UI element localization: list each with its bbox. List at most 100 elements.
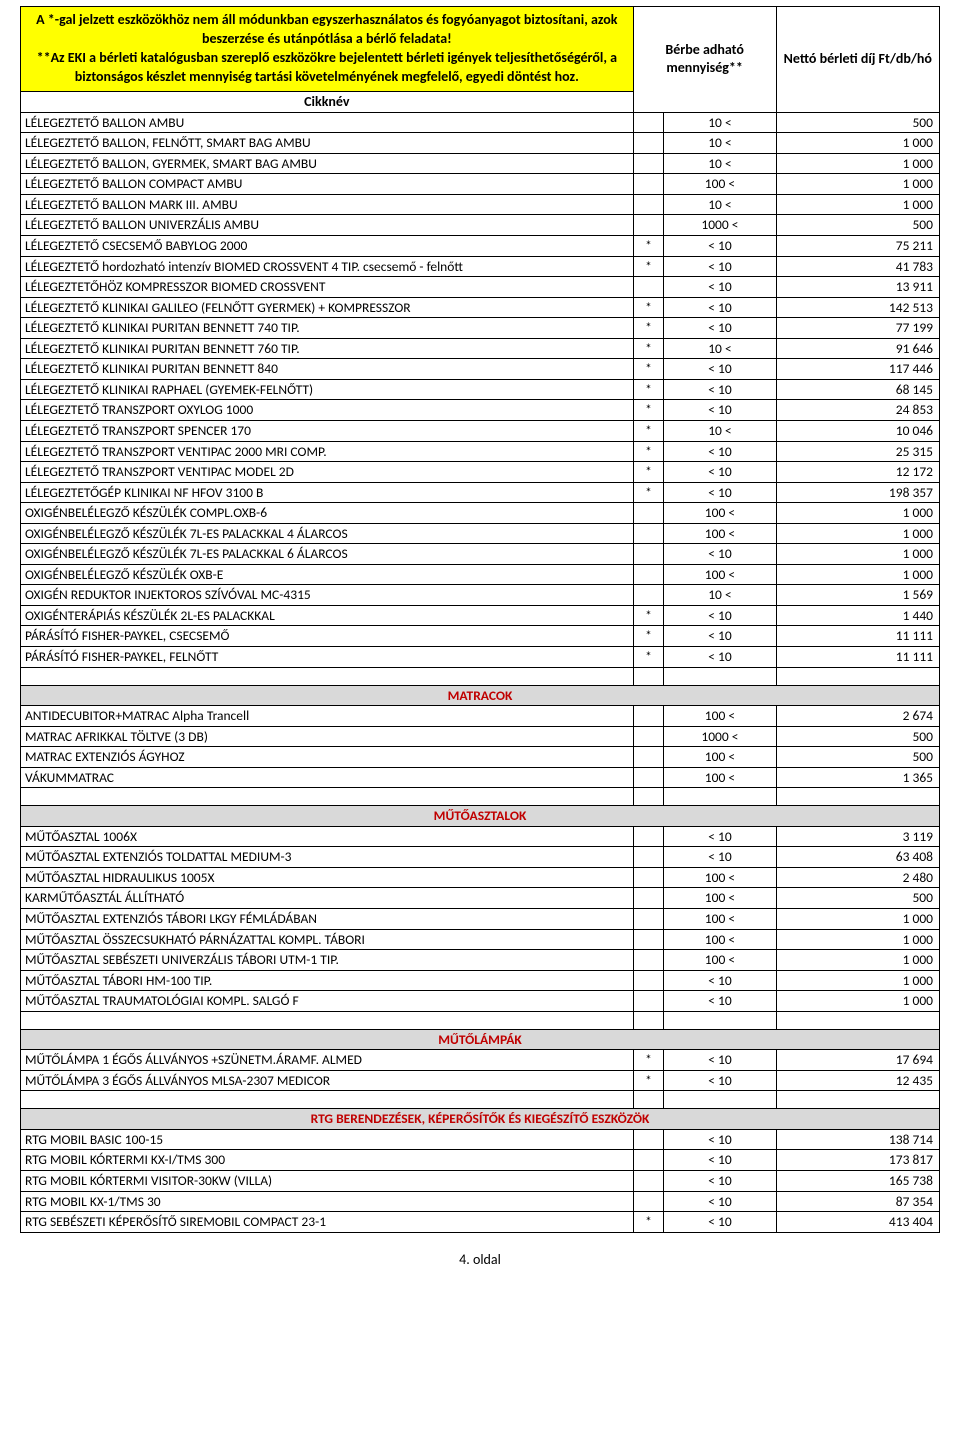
qty-header: Bérbe adható mennyiség**	[633, 7, 776, 113]
item-star	[633, 826, 664, 847]
blank-cell	[776, 1011, 939, 1029]
item-name: ANTIDECUBITOR+MATRAC Alpha Trancell	[21, 706, 634, 727]
item-qty: < 10	[664, 605, 776, 626]
blank-cell	[633, 1091, 664, 1109]
item-qty: < 10	[664, 826, 776, 847]
table-row: LÉLEGEZTETŐ hordozható intenzív BIOMED C…	[21, 256, 940, 277]
item-qty: < 10	[664, 544, 776, 565]
table-row: PÁRÁSÍTÓ FISHER-PAYKEL, FELNŐTT*< 1011 1…	[21, 646, 940, 667]
page-footer: 4. oldal	[20, 1251, 940, 1268]
item-star	[633, 847, 664, 868]
item-star: *	[633, 626, 664, 647]
item-qty: 100 <	[664, 929, 776, 950]
blank-cell	[776, 1091, 939, 1109]
table-row: MŰTŐASZTAL 1006X< 103 119	[21, 826, 940, 847]
item-price: 91 646	[776, 338, 939, 359]
item-star	[633, 277, 664, 298]
item-qty: 100 <	[664, 523, 776, 544]
item-star: *	[633, 1212, 664, 1233]
table-row: RTG MOBIL BASIC 100-15< 10138 714	[21, 1129, 940, 1150]
item-star	[633, 929, 664, 950]
blank-cell	[21, 788, 634, 806]
item-qty: 100 <	[664, 908, 776, 929]
item-price: 17 694	[776, 1050, 939, 1071]
table-row: LÉLEGEZTETŐ BALLON MARK III. AMBU10 <1 0…	[21, 194, 940, 215]
item-star	[633, 1150, 664, 1171]
section-header: MŰTŐLÁMPÁK	[21, 1029, 940, 1050]
item-price: 41 783	[776, 256, 939, 277]
item-qty: 100 <	[664, 950, 776, 971]
item-qty: < 10	[664, 847, 776, 868]
table-row: OXIGÉNBELÉLEGZŐ KÉSZÜLÉK 7L-ES PALACKKAL…	[21, 523, 940, 544]
blank-cell	[21, 1091, 634, 1109]
item-price: 25 315	[776, 441, 939, 462]
item-qty: 10 <	[664, 153, 776, 174]
item-price: 1 440	[776, 605, 939, 626]
item-price: 142 513	[776, 297, 939, 318]
item-name: LÉLEGEZTETŐ hordozható intenzív BIOMED C…	[21, 256, 634, 277]
blank-cell	[664, 1011, 776, 1029]
table-row: LÉLEGEZTETŐ BALLON UNIVERZÁLIS AMBU1000 …	[21, 215, 940, 236]
table-row: LÉLEGEZTETŐ CSECSEMŐ BABYLOG 2000*< 1075…	[21, 236, 940, 257]
item-name: LÉLEGEZTETŐ KLINIKAI PURITAN BENNETT 840	[21, 359, 634, 380]
section-header: RTG BERENDEZÉSEK, KÉPERŐSÍTŐK ÉS KIEGÉSZ…	[21, 1109, 940, 1130]
item-star: *	[633, 318, 664, 339]
blank-cell	[21, 667, 634, 685]
item-name: LÉLEGEZTETŐ BALLON, GYERMEK, SMART BAG A…	[21, 153, 634, 174]
table-row: LÉLEGEZTETŐ KLINIKAI GALILEO (FELNŐTT GY…	[21, 297, 940, 318]
item-price: 13 911	[776, 277, 939, 298]
item-price: 3 119	[776, 826, 939, 847]
item-star	[633, 908, 664, 929]
item-price: 1 000	[776, 503, 939, 524]
item-qty: < 10	[664, 256, 776, 277]
item-price: 77 199	[776, 318, 939, 339]
table-row: LÉLEGEZTETŐ KLINIKAI PURITAN BENNETT 740…	[21, 318, 940, 339]
item-qty: 100 <	[664, 867, 776, 888]
blank-cell	[633, 788, 664, 806]
table-row: MATRAC EXTENZIÓS ÁGYHOZ100 <500	[21, 747, 940, 768]
item-name: MŰTŐASZTAL EXTENZIÓS TÁBORI LKGY FÉMLÁDÁ…	[21, 908, 634, 929]
table-row: OXIGÉNBELÉLEGZŐ KÉSZÜLÉK 7L-ES PALACKKAL…	[21, 544, 940, 565]
item-name: RTG MOBIL KÓRTERMI VISITOR-30KW (VILLA)	[21, 1171, 634, 1192]
item-name: MŰTŐASZTAL TÁBORI HM-100 TIP.	[21, 970, 634, 991]
table-row: MŰTŐASZTAL EXTENZIÓS TÁBORI LKGY FÉMLÁDÁ…	[21, 908, 940, 929]
item-qty: < 10	[664, 626, 776, 647]
item-star	[633, 215, 664, 236]
table-row: MŰTŐASZTAL TÁBORI HM-100 TIP. < 101 000	[21, 970, 940, 991]
item-star	[633, 747, 664, 768]
item-price: 1 569	[776, 585, 939, 606]
item-name: OXIGÉNBELÉLEGZŐ KÉSZÜLÉK 7L-ES PALACKKAL…	[21, 523, 634, 544]
item-qty: < 10	[664, 646, 776, 667]
item-star: *	[633, 400, 664, 421]
item-name: LÉLEGEZTETŐ BALLON, FELNŐTT, SMART BAG A…	[21, 133, 634, 154]
item-qty: < 10	[664, 1050, 776, 1071]
table-row	[21, 788, 940, 806]
item-star: *	[633, 338, 664, 359]
item-qty: < 10	[664, 1171, 776, 1192]
table-row: MŰTŐASZTAL HIDRAULIKUS 1005X100 <2 480	[21, 867, 940, 888]
item-qty: < 10	[664, 1212, 776, 1233]
item-star	[633, 726, 664, 747]
item-name: OXIGÉNBELÉLEGZŐ KÉSZÜLÉK 7L-ES PALACKKAL…	[21, 544, 634, 565]
table-row: RTG BERENDEZÉSEK, KÉPERŐSÍTŐK ÉS KIEGÉSZ…	[21, 1109, 940, 1130]
table-row: LÉLEGEZTETŐHÖZ KOMPRESSZOR BIOMED CROSSV…	[21, 277, 940, 298]
blank-cell	[776, 788, 939, 806]
item-qty: < 10	[664, 482, 776, 503]
table-row: LÉLEGEZTETŐ BALLON, FELNŐTT, SMART BAG A…	[21, 133, 940, 154]
item-price: 173 817	[776, 1150, 939, 1171]
item-qty: 100 <	[664, 888, 776, 909]
item-star	[633, 523, 664, 544]
item-name: PÁRÁSÍTÓ FISHER-PAYKEL, CSECSEMŐ	[21, 626, 634, 647]
item-star	[633, 706, 664, 727]
table-row: LÉLEGEZTETŐ BALLON, GYERMEK, SMART BAG A…	[21, 153, 940, 174]
table-row: LÉLEGEZTETŐ BALLON COMPACT AMBU100 <1 00…	[21, 174, 940, 195]
item-star: *	[633, 420, 664, 441]
table-row: MŰTŐASZTAL ÖSSZECSUKHATÓ PÁRNÁZATTAL KOM…	[21, 929, 940, 950]
item-star	[633, 112, 664, 133]
item-price: 1 000	[776, 970, 939, 991]
item-qty: 10 <	[664, 194, 776, 215]
blank-cell	[776, 667, 939, 685]
item-qty: < 10	[664, 970, 776, 991]
header-note-line1: A *-gal jelzett eszközökhöz nem áll módu…	[31, 11, 623, 49]
item-star	[633, 564, 664, 585]
